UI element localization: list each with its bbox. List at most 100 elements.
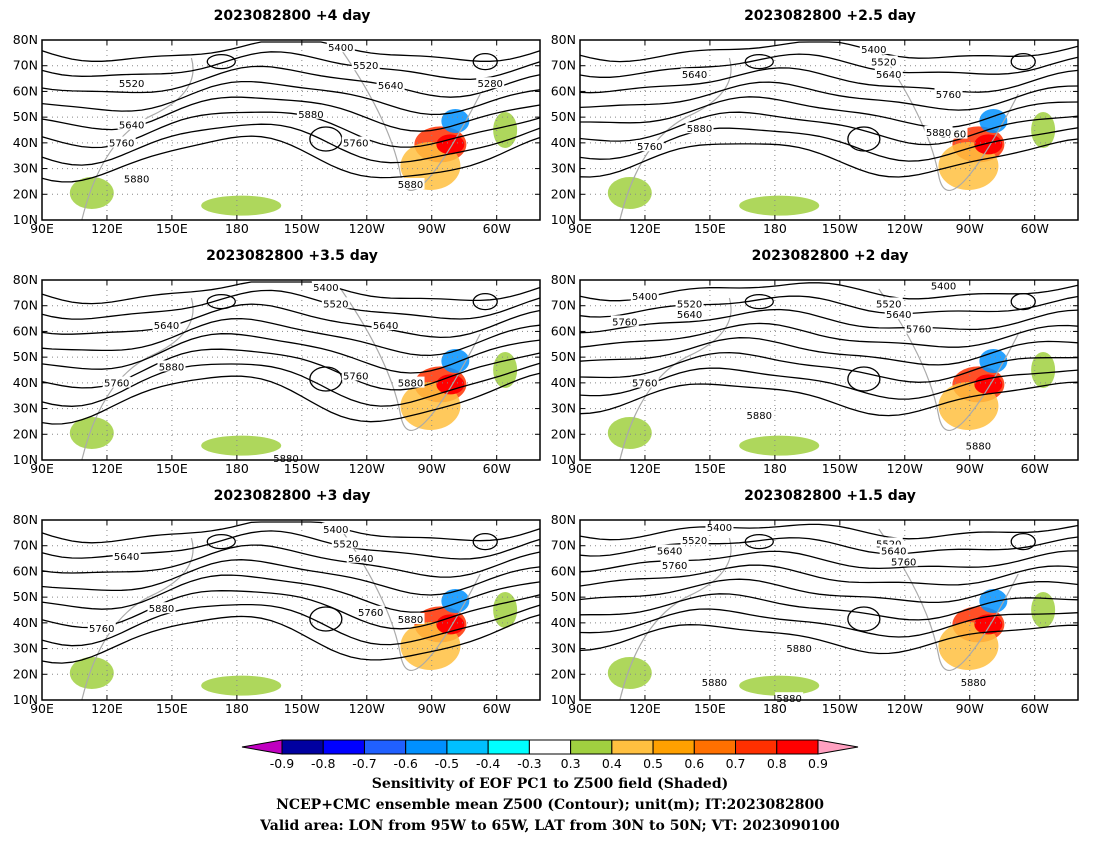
sensitivity-shading bbox=[607, 417, 652, 449]
colorbar-tick-label: -0.3 bbox=[517, 756, 541, 771]
z500-contour bbox=[579, 138, 1079, 178]
z500-contour bbox=[579, 308, 1079, 334]
lat-tick-label: 80N bbox=[551, 32, 576, 47]
lat-tick-label: 60N bbox=[13, 563, 38, 578]
colorbar-tick-label: -0.4 bbox=[476, 756, 500, 771]
lat-tick-label: 10N bbox=[551, 212, 576, 227]
z500-contour bbox=[579, 608, 1079, 638]
lon-tick-label: 90W bbox=[956, 221, 984, 236]
colorbar-tick-label: 0.8 bbox=[767, 756, 787, 771]
contour-label: 5640 bbox=[682, 70, 707, 81]
contour-label-background bbox=[117, 77, 146, 89]
lon-tick-label: 60W bbox=[1021, 221, 1049, 236]
panel-title: 2023082800 +3.5 day bbox=[206, 248, 378, 264]
contour-label-background bbox=[152, 319, 181, 330]
contour-label-background bbox=[745, 409, 774, 420]
sensitivity-shading bbox=[436, 134, 465, 155]
contour-label: 5760 bbox=[109, 139, 134, 150]
lon-tick-label: 150W bbox=[284, 461, 320, 476]
colorbar-segment bbox=[528, 739, 572, 755]
sensitivity-shading bbox=[739, 195, 820, 216]
contour-label: 5520 bbox=[876, 299, 901, 310]
contour-label: 5760 bbox=[612, 317, 637, 328]
colorbar-extend-high bbox=[817, 739, 859, 755]
lon-tick-label: 150E bbox=[694, 221, 726, 236]
lat-tick-label: 60N bbox=[551, 323, 576, 338]
lon-tick-label: 150E bbox=[156, 701, 188, 716]
z500-contour bbox=[41, 333, 541, 374]
contour-label-background bbox=[939, 127, 968, 139]
z500-contour bbox=[1010, 52, 1036, 71]
lon-tick-label: 90E bbox=[568, 221, 592, 236]
colorbar-tick-label: 0.3 bbox=[561, 756, 581, 771]
contour-label-background bbox=[675, 297, 704, 309]
lon-tick-label: 90W bbox=[956, 701, 984, 716]
contour-label-background bbox=[859, 43, 888, 54]
coastline bbox=[340, 528, 481, 672]
lat-tick-label: 80N bbox=[13, 272, 38, 287]
z500-contour bbox=[472, 532, 498, 551]
z500-contour bbox=[41, 574, 541, 613]
contour-label: 5880 bbox=[961, 678, 986, 689]
z500-contour bbox=[41, 544, 541, 578]
sensitivity-shading bbox=[441, 589, 470, 613]
contour-label: 5520 bbox=[323, 299, 348, 310]
lat-tick-label: 60N bbox=[551, 563, 576, 578]
lat-tick-label: 50N bbox=[13, 109, 38, 124]
sensitivity-shading bbox=[1031, 112, 1056, 148]
colorbar-segment bbox=[611, 739, 654, 755]
z500-contour bbox=[472, 52, 498, 71]
map-background bbox=[42, 40, 540, 220]
sensitivity-shading bbox=[436, 374, 465, 395]
z500-contour bbox=[41, 41, 541, 62]
lon-tick-label: 180 bbox=[225, 221, 249, 236]
colorbar-segment bbox=[652, 739, 695, 755]
lat-tick-label: 40N bbox=[551, 135, 576, 150]
lon-tick-label: 60W bbox=[483, 221, 511, 236]
z500-contour bbox=[41, 51, 541, 81]
z500-contour bbox=[579, 578, 1079, 604]
contour-label-background bbox=[775, 692, 804, 704]
contour-label: 5520 bbox=[119, 79, 144, 90]
contour-label: 5640 bbox=[373, 321, 398, 332]
contour-label: 5640 bbox=[119, 121, 144, 132]
lon-tick-label: 90E bbox=[30, 701, 54, 716]
colorbar-segment bbox=[363, 739, 407, 755]
contour-label-background bbox=[924, 125, 953, 137]
colorbar-segment bbox=[446, 739, 489, 755]
lon-tick-label: 120W bbox=[349, 461, 385, 476]
z500-contour bbox=[41, 80, 541, 116]
contour-label-background bbox=[934, 88, 963, 99]
z500-contour bbox=[41, 362, 541, 407]
colorbar-tick-label: -0.7 bbox=[352, 756, 376, 771]
contour-label-background bbox=[964, 439, 993, 451]
z500-contour bbox=[744, 533, 774, 550]
lon-tick-label: 60W bbox=[483, 701, 511, 716]
lat-tick-label: 20N bbox=[13, 426, 38, 441]
lon-tick-label: 150W bbox=[284, 221, 320, 236]
colorbar-tick-label: 0.7 bbox=[726, 756, 746, 771]
contour-label: 5640 bbox=[876, 70, 901, 81]
colorbar-segment bbox=[735, 739, 778, 755]
z500-contour bbox=[41, 303, 541, 339]
contour-label: 5520 bbox=[682, 536, 707, 547]
sensitivity-shading bbox=[69, 417, 114, 449]
contour-label-background bbox=[655, 544, 684, 556]
contour-label-background bbox=[874, 68, 903, 80]
sensitivity-shading bbox=[493, 352, 518, 388]
contour-label-background bbox=[630, 376, 659, 388]
contour-label-background bbox=[705, 521, 734, 533]
sensitivity-shading bbox=[201, 195, 282, 216]
lat-tick-label: 10N bbox=[551, 692, 576, 707]
lon-tick-label: 60W bbox=[483, 461, 511, 476]
contour-label-background bbox=[785, 641, 814, 653]
z500-contour bbox=[41, 559, 541, 596]
contour-label: 5880 bbox=[398, 615, 423, 626]
contour-label: 5280 bbox=[477, 79, 502, 90]
map-frame bbox=[579, 519, 1079, 701]
lat-tick-label: 60N bbox=[551, 83, 576, 98]
contour-label-background bbox=[371, 319, 400, 330]
z500-contour bbox=[847, 366, 881, 392]
z500-contour bbox=[41, 289, 541, 320]
